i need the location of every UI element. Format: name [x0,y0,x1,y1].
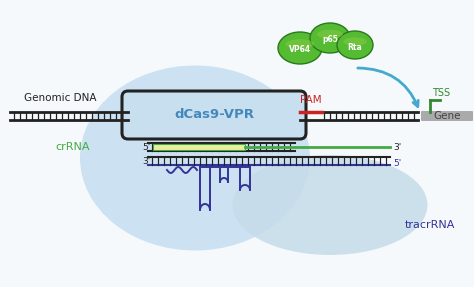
Text: p65: p65 [322,36,338,44]
Ellipse shape [343,37,367,46]
Text: Gene: Gene [433,111,461,121]
Ellipse shape [233,155,428,255]
Text: Rta: Rta [347,42,363,51]
Text: dCas9-VPR: dCas9-VPR [174,108,254,121]
Text: 5': 5' [393,160,401,168]
Text: 3': 3' [393,143,401,152]
Bar [153,144,245,150]
Text: 5': 5' [143,143,151,152]
Text: tracrRNA: tracrRNA [405,220,456,230]
Text: VP64: VP64 [289,46,311,55]
Text: crRNA: crRNA [55,142,90,152]
Text: Genomic DNA: Genomic DNA [24,93,96,103]
Text: PAM: PAM [300,95,322,105]
Text: TSS: TSS [432,88,450,98]
FancyBboxPatch shape [122,91,306,139]
Ellipse shape [286,39,314,49]
Ellipse shape [278,32,322,64]
Text: 3': 3' [143,156,151,166]
Ellipse shape [310,23,350,53]
Ellipse shape [317,30,343,39]
Ellipse shape [337,31,373,59]
FancyBboxPatch shape [421,111,473,121]
Ellipse shape [80,65,310,251]
